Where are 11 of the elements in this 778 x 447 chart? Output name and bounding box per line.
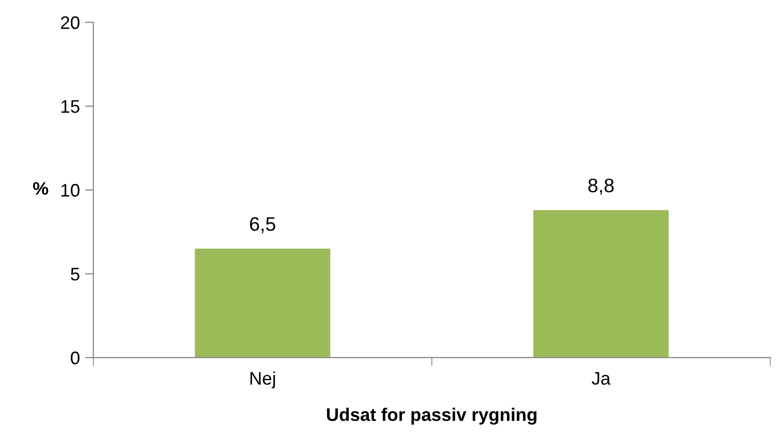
data-label: 8,8 — [588, 178, 614, 195]
data-label: 6,5 — [250, 217, 276, 234]
y-axis-title: % — [33, 182, 48, 195]
y-tick-label: 10 — [61, 184, 80, 197]
y-tick-label: 20 — [60, 16, 80, 30]
y-tick-label: 5 — [70, 268, 80, 281]
x-tick-label: Nej — [250, 371, 275, 388]
x-tick-label: Ja — [592, 372, 611, 385]
y-tick-label: 15 — [61, 100, 80, 113]
y-tick-label: 0 — [70, 352, 80, 364]
x-axis-title: Udsat for passiv rygning — [327, 408, 536, 425]
